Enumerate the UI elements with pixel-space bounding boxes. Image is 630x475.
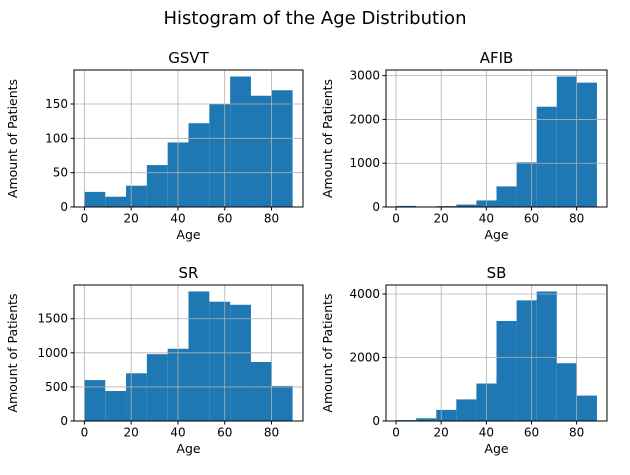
x-tick-label: 20	[434, 426, 449, 440]
histogram-bar	[271, 385, 293, 421]
subplot-title: AFIB	[480, 49, 514, 67]
y-tick-label: 2000	[349, 351, 380, 365]
axes-spine	[385, 284, 608, 422]
histogram-bar	[556, 363, 577, 421]
y-axis-label: Amount of Patients	[5, 293, 20, 412]
x-tick-label: 80	[569, 212, 584, 226]
subplot-sb: 0 20 40 60 80 0 2000 4000 SB Age Amount of Patient…	[320, 264, 608, 456]
histogram-bar	[576, 82, 597, 207]
subplot-title: GSVT	[168, 49, 209, 67]
y-tick-label: 1000	[37, 346, 68, 360]
histogram-bar	[188, 291, 210, 421]
x-tick-label: 0	[392, 212, 400, 226]
x-tick-label: 40	[479, 426, 494, 440]
histogram-bar	[416, 418, 437, 421]
subplot-afib: 0 20 40 60 80 0 1000 2000 3000 AFIB Age Amount of P…	[320, 49, 608, 242]
histogram-bar	[146, 354, 168, 421]
histogram-bar	[230, 304, 251, 421]
histogram-bar	[250, 95, 272, 207]
y-tick-label: 0	[60, 200, 68, 214]
x-axis-label: Age	[484, 441, 508, 456]
axes-spine	[385, 69, 608, 208]
y-tick-label: 500	[45, 380, 68, 394]
histogram-bar	[536, 106, 557, 207]
y-tick-label: 1500	[37, 312, 68, 326]
histogram-bar	[105, 196, 127, 207]
histogram-bar	[576, 395, 597, 421]
y-tick-label: 3000	[349, 69, 380, 83]
x-tick-label: 60	[217, 212, 232, 226]
histogram-bar	[556, 76, 577, 208]
histogram-bar	[516, 300, 537, 421]
y-tick-label: 150	[45, 97, 68, 111]
subplot-title: SB	[487, 264, 507, 282]
histogram-bar	[209, 301, 231, 421]
histogram-bar	[271, 90, 293, 207]
histogram-bar	[84, 380, 106, 421]
x-tick-label: 80	[264, 212, 279, 226]
y-tick-label: 2000	[349, 112, 380, 126]
subplot-gsvt: 0 20 40 60 80 0 50 100 150 GSVT Age Amount of Patie…	[5, 49, 304, 242]
y-tick-label: 50	[53, 166, 68, 180]
figure-title: Histogram of the Age Distribution	[163, 8, 467, 29]
histogram-bar	[496, 186, 517, 207]
histogram-bar	[146, 165, 168, 207]
histogram-bar	[456, 204, 477, 207]
subplot-title: SR	[179, 264, 199, 282]
y-tick-label: 1000	[349, 156, 380, 170]
histogram-bar	[456, 399, 477, 421]
y-tick-label: 0	[60, 414, 68, 428]
x-tick-label: 40	[479, 212, 494, 226]
y-axis-label: Amount of Patients	[5, 79, 20, 198]
histogram-bar	[496, 321, 517, 421]
x-tick-label: 0	[81, 212, 89, 226]
x-tick-label: 0	[392, 426, 400, 440]
histogram-bar	[396, 205, 417, 207]
x-tick-label: 80	[569, 426, 584, 440]
histogram-bar	[250, 362, 272, 421]
y-tick-label: 4000	[349, 287, 380, 301]
histogram-bar	[209, 103, 231, 207]
y-tick-label: 0	[372, 200, 380, 214]
y-axis-label: Amount of Patients	[320, 293, 335, 412]
histogram-bar	[516, 162, 537, 207]
x-tick-label: 40	[170, 212, 185, 226]
subplot-sr: 0 20 40 60 80 0 500 1000 1500 SR Age Amount of Pati…	[5, 264, 304, 456]
histogram-bar	[230, 76, 251, 208]
histogram-bar	[436, 409, 457, 421]
x-tick-label: 60	[217, 426, 232, 440]
histogram-bar	[188, 123, 210, 207]
y-tick-label: 0	[372, 414, 380, 428]
y-tick-label: 100	[45, 131, 68, 145]
x-axis-label: Age	[176, 227, 200, 242]
histogram-bar	[105, 391, 127, 421]
histogram-bar	[536, 291, 557, 421]
y-axis-label: Amount of Patients	[320, 79, 335, 198]
histogram-bar	[126, 185, 147, 207]
x-tick-label: 20	[124, 426, 139, 440]
histogram-bar	[84, 191, 106, 207]
x-tick-label: 80	[264, 426, 279, 440]
x-tick-label: 20	[434, 212, 449, 226]
x-tick-label: 60	[524, 212, 539, 226]
x-tick-label: 20	[124, 212, 139, 226]
x-tick-label: 0	[81, 426, 89, 440]
x-axis-label: Age	[484, 227, 508, 242]
x-axis-label: Age	[176, 441, 200, 456]
histogram-bar	[126, 373, 147, 421]
x-tick-label: 60	[524, 426, 539, 440]
x-tick-label: 40	[170, 426, 185, 440]
